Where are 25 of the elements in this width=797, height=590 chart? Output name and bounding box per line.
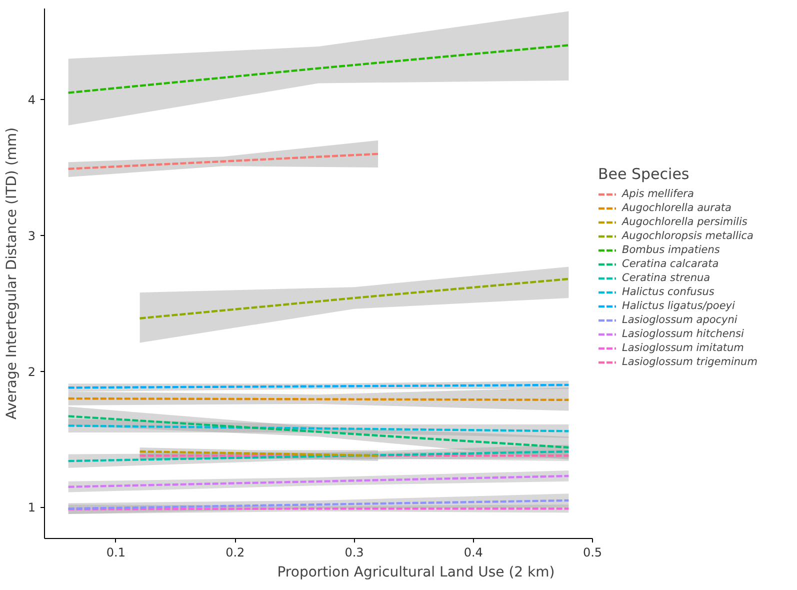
- legend-label: Apis mellifera: [622, 188, 694, 200]
- x-tick-label: 0.2: [226, 546, 245, 560]
- legend-label: Ceratina calcarata: [622, 258, 719, 270]
- legend-title: Bee Species: [598, 165, 690, 183]
- legend-label: Halictus ligatus/poeyi: [622, 300, 735, 312]
- x-tick-label: 0.4: [464, 546, 483, 560]
- y-tick-label: 2: [28, 364, 36, 379]
- legend-label: Lasioglossum imitatum: [622, 342, 744, 354]
- y-tick-label: 4: [28, 93, 36, 108]
- legend-label: Ceratina strenua: [622, 272, 710, 284]
- legend-label: Augochlorella persimilis: [622, 216, 748, 228]
- legend-label: Bombus impatiens: [622, 244, 720, 256]
- legend-label: Lasioglossum apocyni: [622, 314, 738, 326]
- y-tick-label: 3: [28, 228, 36, 243]
- y-axis-title: Average Intertegular Distance (ITD) (mm): [4, 127, 20, 420]
- y-tick-label: 1: [28, 500, 36, 515]
- legend-label: Augochlorella aurata: [622, 202, 732, 214]
- legend-label: Augochloropsis metallica: [622, 230, 754, 242]
- x-axis-title: Proportion Agricultural Land Use (2 km): [277, 564, 555, 580]
- legend-label: Lasioglossum hitchensi: [622, 328, 744, 340]
- x-tick-label: 0.1: [106, 546, 126, 560]
- x-tick-label: 0.3: [344, 546, 364, 560]
- legend-label: Lasioglossum trigeminum: [622, 356, 758, 368]
- legend-label: Halictus confusus: [622, 286, 714, 298]
- x-tick-label: 0.5: [582, 546, 602, 560]
